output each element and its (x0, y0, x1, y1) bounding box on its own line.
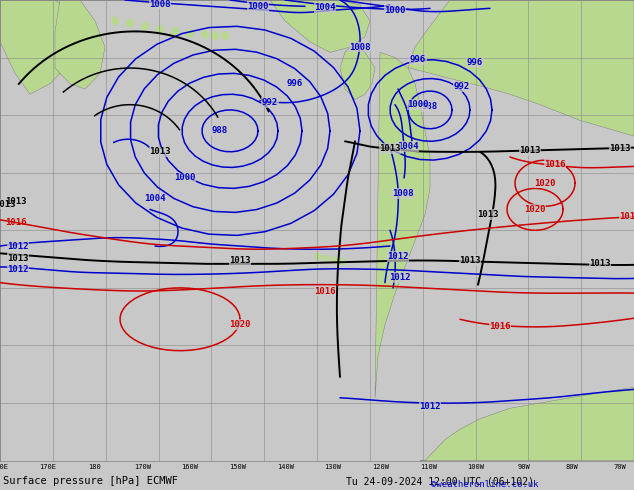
Text: ©weatheronline.co.uk: ©weatheronline.co.uk (431, 480, 539, 489)
Text: 1013: 1013 (459, 256, 481, 265)
Text: 1013: 1013 (5, 197, 27, 206)
Text: 1012: 1012 (7, 242, 29, 250)
Text: Tu 24-09-2024 12:00 UTC (06+102): Tu 24-09-2024 12:00 UTC (06+102) (346, 476, 534, 486)
Circle shape (127, 20, 134, 26)
Text: 992: 992 (454, 82, 470, 92)
Polygon shape (420, 387, 634, 461)
Text: 1000: 1000 (174, 173, 196, 182)
Text: 1013: 1013 (477, 210, 499, 219)
Circle shape (212, 32, 219, 39)
Text: 1016: 1016 (544, 160, 566, 169)
Text: 1012: 1012 (7, 265, 29, 273)
Text: 1004: 1004 (145, 195, 165, 203)
Circle shape (202, 31, 209, 38)
Polygon shape (408, 0, 634, 136)
Text: 1020: 1020 (534, 179, 556, 188)
Text: 1013: 1013 (609, 144, 631, 153)
Text: 988: 988 (422, 102, 438, 111)
Circle shape (339, 259, 345, 265)
Text: 90W: 90W (517, 464, 531, 470)
Polygon shape (340, 47, 375, 99)
Text: 1013: 1013 (7, 254, 29, 263)
Text: 996: 996 (467, 58, 483, 67)
Text: 1000: 1000 (247, 2, 269, 11)
Text: 160W: 160W (181, 464, 198, 470)
Text: 1013: 1013 (379, 144, 401, 153)
Circle shape (323, 255, 329, 262)
Circle shape (141, 23, 148, 30)
Text: 150W: 150W (230, 464, 247, 470)
Polygon shape (55, 0, 105, 89)
Text: 1012: 1012 (389, 273, 411, 282)
Polygon shape (270, 0, 370, 52)
Circle shape (332, 256, 338, 263)
Text: 170E: 170E (39, 464, 56, 470)
Text: 1013: 1013 (149, 147, 171, 156)
Text: 992: 992 (262, 98, 278, 107)
Text: 70W: 70W (614, 464, 626, 470)
Text: 1020: 1020 (524, 205, 546, 214)
Text: 1016: 1016 (489, 322, 511, 331)
Polygon shape (0, 0, 80, 94)
Text: Surface pressure [hPa] ECMWF: Surface pressure [hPa] ECMWF (3, 476, 178, 486)
Text: 1004: 1004 (314, 3, 336, 12)
Text: 996: 996 (410, 55, 426, 64)
Text: 1016: 1016 (314, 287, 336, 295)
Circle shape (157, 25, 164, 33)
Text: 1020: 1020 (230, 320, 251, 329)
Text: 1012: 1012 (419, 402, 441, 411)
Text: 160E: 160E (0, 464, 8, 470)
Text: 1004: 1004 (398, 142, 418, 151)
Circle shape (112, 17, 119, 24)
Polygon shape (375, 52, 430, 398)
Text: 1013: 1013 (589, 259, 611, 269)
Circle shape (315, 253, 321, 260)
Text: 1013: 1013 (0, 199, 16, 209)
Text: 1000: 1000 (384, 6, 406, 15)
Text: 1013: 1013 (230, 256, 251, 265)
Text: 1008: 1008 (149, 0, 171, 9)
Text: 140W: 140W (278, 464, 295, 470)
Text: 988: 988 (212, 126, 228, 135)
Text: 996: 996 (287, 79, 303, 88)
Text: 1016: 1016 (5, 218, 27, 227)
Text: 180: 180 (89, 464, 101, 470)
Text: 130W: 130W (325, 464, 342, 470)
Text: 80W: 80W (566, 464, 578, 470)
Text: 110W: 110W (420, 464, 437, 470)
Text: 1013: 1013 (519, 146, 541, 155)
Text: 1000: 1000 (407, 100, 429, 109)
Text: 1008: 1008 (392, 189, 414, 198)
Text: 1012: 1012 (387, 252, 409, 261)
Circle shape (186, 30, 193, 37)
Circle shape (172, 28, 179, 35)
Text: 170W: 170W (134, 464, 152, 470)
Text: 120W: 120W (373, 464, 389, 470)
Text: 100W: 100W (467, 464, 484, 470)
Text: 1016: 1016 (619, 212, 634, 221)
Circle shape (221, 32, 228, 39)
Text: 1008: 1008 (349, 43, 371, 51)
